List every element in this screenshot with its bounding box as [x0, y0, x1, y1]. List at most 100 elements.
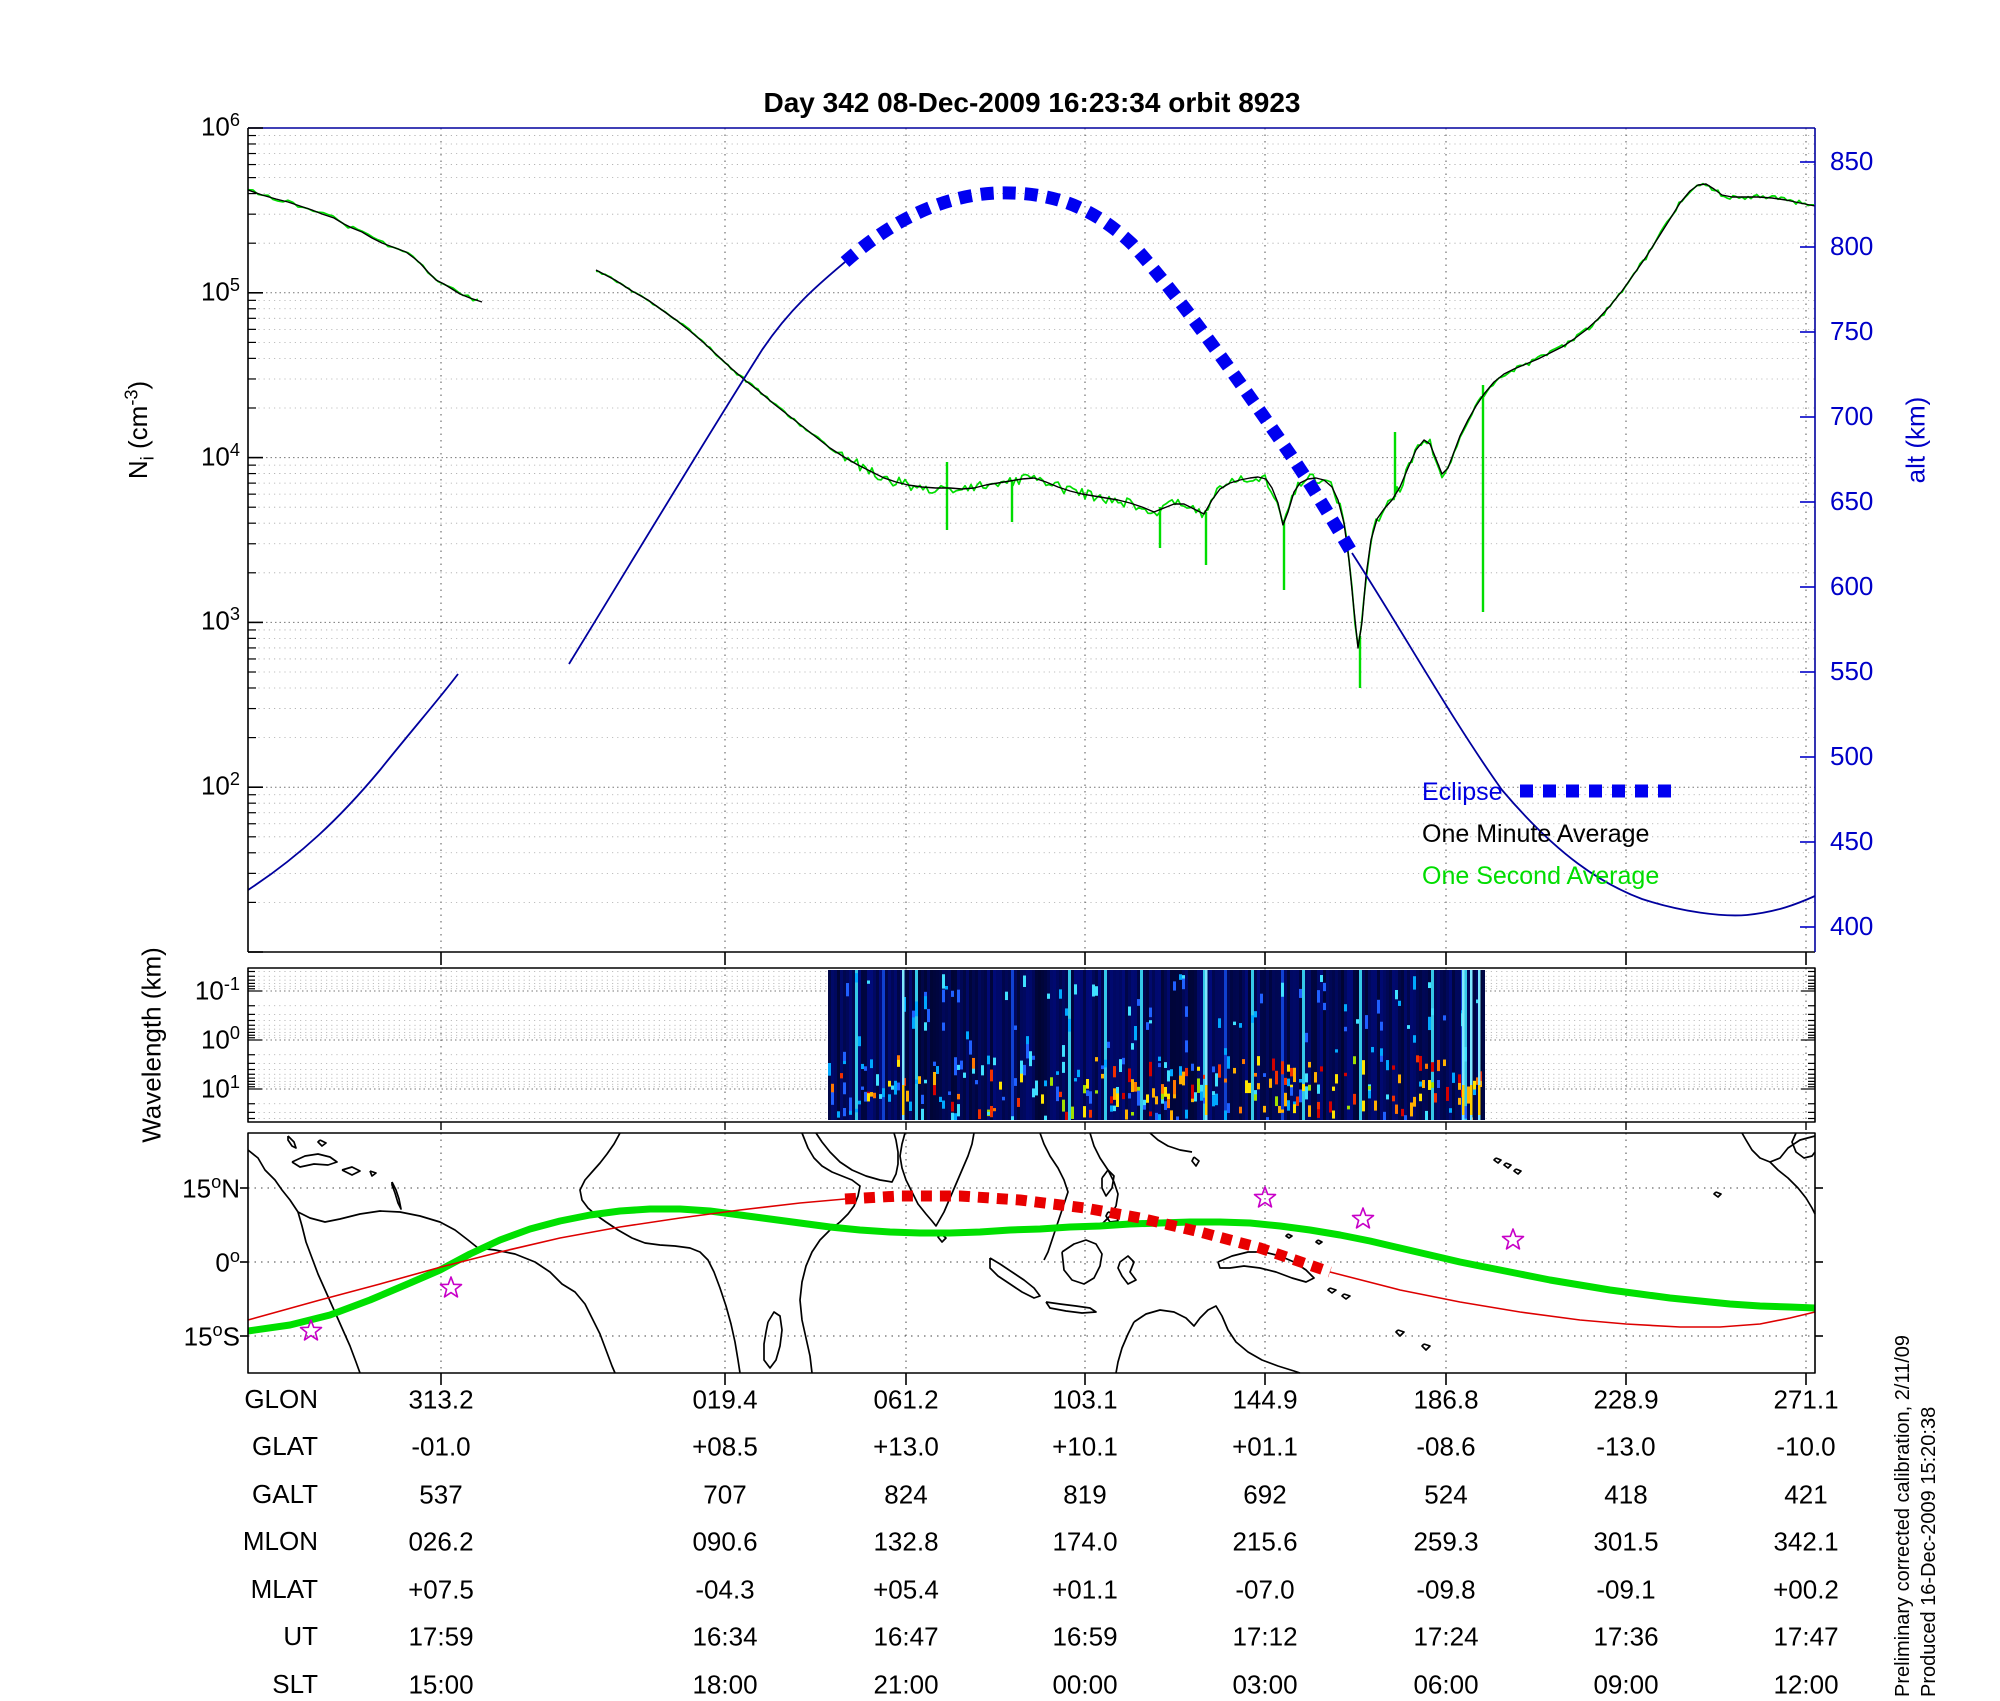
- alt-tick-750: 750: [1830, 316, 1874, 346]
- table-cell-GALT-7: 421: [1784, 1479, 1828, 1510]
- table-cell-UT-7: 17:47: [1773, 1621, 1839, 1652]
- ni-axis-label: Ni (cm-3): [121, 380, 158, 480]
- coastlines: [247, 1132, 1816, 1374]
- table-cell-GLAT-5: -08.6: [1416, 1431, 1476, 1462]
- table-cell-MLAT-5: -09.8: [1416, 1574, 1476, 1605]
- table-cell-GLAT-6: -13.0: [1596, 1431, 1656, 1462]
- table-cell-GALT-4: 692: [1243, 1479, 1287, 1510]
- table-cell-UT-2: 16:47: [873, 1621, 939, 1652]
- altitude-trace: [247, 261, 1816, 917]
- table-cell-MLON-4: 215.6: [1232, 1526, 1298, 1557]
- table-cell-UT-1: 16:34: [692, 1621, 758, 1652]
- table-cell-GLAT-2: +13.0: [873, 1431, 939, 1462]
- map-box: [240, 1132, 1823, 1385]
- table-cell-GALT-3: 819: [1063, 1479, 1107, 1510]
- table-cell-UT-0: 17:59: [408, 1621, 474, 1652]
- table-cell-MLON-5: 259.3: [1413, 1526, 1479, 1557]
- table-cell-SLT-2: 21:00: [873, 1669, 939, 1700]
- table-cell-GALT-2: 824: [884, 1479, 928, 1510]
- table-cell-GALT-1: 707: [703, 1479, 747, 1510]
- wavelength-tick-10e-1: 10-1: [194, 974, 240, 1006]
- table-cell-GLON-6: 228.9: [1593, 1384, 1659, 1415]
- table-cell-GLON-4: 144.9: [1232, 1384, 1298, 1415]
- side-note-produced: Produced 16-Dec-2009 15:20:38: [1918, 1406, 1940, 1697]
- table-cell-MLON-7: 342.1: [1773, 1526, 1839, 1557]
- alt-tick-450: 450: [1830, 826, 1874, 856]
- table-cell-MLAT-1: -04.3: [695, 1574, 755, 1605]
- one-minute-average-trace: [247, 183, 1816, 649]
- map-lat-label-0: 15oN: [182, 1172, 240, 1204]
- table-cell-GLAT-3: +10.1: [1052, 1431, 1118, 1462]
- alt-tick-550: 550: [1830, 656, 1874, 686]
- map-grid: [248, 1133, 1815, 1373]
- ni-tick-10e6: 106: [200, 110, 240, 142]
- table-cell-MLAT-3: +01.1: [1052, 1574, 1118, 1605]
- table-row-label-GLAT: GLAT: [252, 1431, 318, 1461]
- alt-tick-850: 850: [1830, 146, 1874, 176]
- legend-one-minute-average: One Minute Average: [1422, 820, 1650, 848]
- table-cell-GLON-1: 019.4: [692, 1384, 758, 1415]
- wavelength-tick-10e0: 100: [200, 1023, 240, 1055]
- alt-tick-500: 500: [1830, 741, 1874, 771]
- table-cell-MLON-0: 026.2: [408, 1526, 474, 1557]
- spectrogram: [828, 970, 1485, 1120]
- ni-tick-10e4: 104: [200, 439, 240, 472]
- legend-one-second-average: One Second Average: [1422, 862, 1660, 890]
- side-note-calibration: Preliminary corrected calibration, 2/11/…: [1892, 1334, 1914, 1697]
- table-row-label-MLON: MLON: [242, 1526, 318, 1556]
- table-cell-UT-3: 16:59: [1052, 1621, 1118, 1652]
- ground-track-2: [1329, 1271, 1816, 1328]
- top-panel-grid: [248, 127, 1815, 953]
- table-cell-SLT-5: 06:00: [1413, 1669, 1479, 1700]
- one-second-average-trace: [247, 182, 1815, 688]
- table-cell-GLAT-1: +08.5: [692, 1431, 758, 1462]
- table-cell-GALT-5: 524: [1424, 1479, 1468, 1510]
- table-cell-MLON-1: 090.6: [692, 1526, 758, 1557]
- table-cell-GLAT-4: +01.1: [1232, 1431, 1298, 1462]
- ground-track-eclipse: [844, 1190, 1332, 1278]
- terminator-stars: [299, 1186, 1525, 1341]
- eclipse-trace: [840, 186, 1358, 557]
- table-row-label-SLT: SLT: [272, 1669, 318, 1699]
- table-cell-GLON-5: 186.8: [1413, 1384, 1479, 1415]
- table-row-label-MLAT: MLAT: [250, 1574, 318, 1604]
- table-cell-UT-6: 17:36: [1593, 1621, 1659, 1652]
- alt-tick-650: 650: [1830, 486, 1874, 516]
- ground-track: [247, 1198, 846, 1321]
- table-cell-UT-5: 17:24: [1413, 1621, 1479, 1652]
- table-cell-GLON-0: 313.2: [408, 1384, 474, 1415]
- map-lat-label-1: 0o: [215, 1246, 240, 1278]
- table-cell-MLAT-2: +05.4: [873, 1574, 939, 1605]
- top-panel-box: [247, 127, 1816, 965]
- table-cell-GALT-0: 537: [419, 1479, 463, 1510]
- map-lat-label-2: 15oS: [183, 1320, 240, 1352]
- alt-tick-800: 800: [1830, 231, 1874, 261]
- table-cell-SLT-4: 03:00: [1232, 1669, 1298, 1700]
- table-row-label-UT: UT: [283, 1621, 318, 1651]
- alt-tick-400: 400: [1830, 911, 1874, 941]
- table-cell-SLT-6: 09:00: [1593, 1669, 1659, 1700]
- table-cell-GLON-7: 271.1: [1773, 1384, 1839, 1415]
- table-row-label-GALT: GALT: [252, 1479, 318, 1509]
- alt-tick-600: 600: [1830, 571, 1874, 601]
- table-cell-MLAT-7: +00.2: [1773, 1574, 1839, 1605]
- alt-axis-label: alt (km): [1900, 396, 1931, 484]
- wavelength-grid: [248, 968, 1815, 1122]
- table-cell-GLON-3: 103.1: [1052, 1384, 1118, 1415]
- table-cell-MLAT-4: -07.0: [1235, 1574, 1295, 1605]
- alt-tick-700: 700: [1830, 401, 1874, 431]
- table-cell-SLT-3: 00:00: [1052, 1669, 1118, 1700]
- table-cell-MLON-2: 132.8: [873, 1526, 939, 1557]
- table-cell-SLT-1: 18:00: [692, 1669, 758, 1700]
- table-cell-GLON-2: 061.2: [873, 1384, 939, 1415]
- wavelength-tick-10e1: 101: [200, 1072, 240, 1104]
- table-cell-SLT-0: 15:00: [408, 1669, 474, 1700]
- table-cell-MLAT-0: +07.5: [408, 1574, 474, 1605]
- table-cell-UT-4: 17:12: [1232, 1621, 1298, 1652]
- magnetic-equator-track: [247, 1205, 1816, 1335]
- ni-tick-10e3: 103: [200, 604, 240, 637]
- figure-title: Day 342 08-Dec-2009 16:23:34 orbit 8923: [763, 87, 1301, 118]
- wavelength-box: [247, 967, 1816, 1130]
- table-cell-MLON-3: 174.0: [1052, 1526, 1118, 1557]
